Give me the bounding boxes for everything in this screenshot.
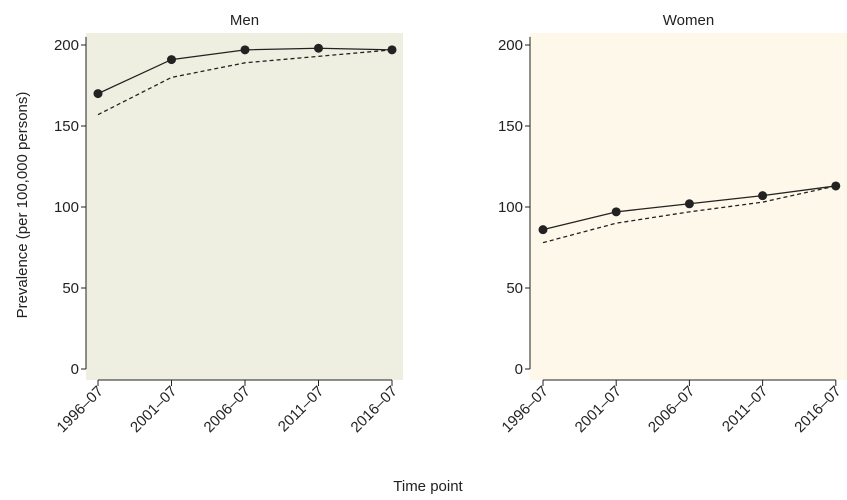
series-line-women-dashed — [542, 185, 836, 244]
y-tick-label-men-100: 100 — [54, 199, 79, 216]
y-tick-label-men-200: 200 — [54, 37, 79, 54]
y-tick-label-men-150: 150 — [54, 118, 79, 135]
x-tick-label-men-3: 2011–07 — [275, 383, 328, 436]
data-point-men-1 — [167, 55, 176, 65]
plot-background-men — [86, 33, 403, 380]
data-point-men-2 — [240, 45, 250, 55]
x-tick-label-men-2: 2006–07 — [201, 383, 254, 436]
panel-title-women: Women — [663, 12, 714, 29]
y-tick-label-men-50: 50 — [62, 280, 79, 297]
x-tick-label-men-4: 2016–07 — [348, 383, 401, 436]
panel-women: Women 0 50 100 150 200 1996–07 2001–07 2006–07 20… — [498, 12, 847, 436]
data-point-women-0 — [538, 225, 548, 235]
data-point-women-1 — [611, 207, 621, 217]
y-tick-label-women-100: 100 — [498, 199, 523, 216]
data-point-women-3 — [758, 191, 768, 201]
x-tick-label-women-1: 2001–07 — [572, 383, 625, 436]
data-point-men-0 — [93, 89, 103, 99]
x-tick-label-women-0: 1996–07 — [499, 383, 552, 436]
x-tick-label-women-4: 2016–07 — [791, 383, 844, 436]
y-tick-label-men-0: 0 — [71, 361, 79, 378]
y-axis-title: Prevalence (per 100,000 persons) — [14, 92, 31, 319]
x-tick-label-men-0: 1996–07 — [54, 383, 107, 436]
x-tick-label-women-2: 2006–07 — [645, 383, 698, 436]
x-axis-title: Time point — [393, 478, 463, 495]
series-line-men-dashed — [97, 49, 393, 116]
y-tick-label-women-0: 0 — [515, 361, 523, 378]
panel-men: Men 0 50 100 150 200 1996–07 2001–07 2006–07 2011… — [54, 12, 403, 436]
data-point-women-4 — [831, 181, 841, 191]
panel-title-men: Men — [230, 12, 259, 29]
x-tick-label-women-3: 2011–07 — [719, 383, 772, 436]
data-point-men-3 — [314, 43, 323, 53]
x-tick-label-men-1: 2001–07 — [127, 383, 180, 436]
data-point-women-2 — [684, 199, 694, 209]
y-tick-label-women-200: 200 — [498, 37, 523, 54]
y-tick-label-women-50: 50 — [506, 280, 523, 297]
y-tick-label-women-150: 150 — [498, 118, 523, 135]
